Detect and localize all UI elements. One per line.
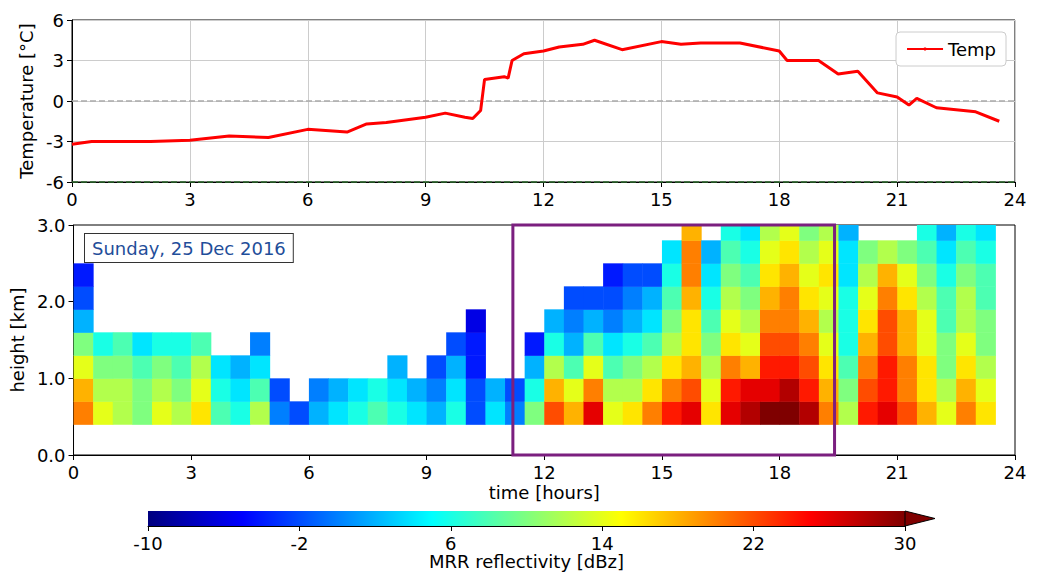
svg-text:21: 21 [886,462,909,483]
svg-text:Sunday, 25 Dec 2016: Sunday, 25 Dec 2016 [92,238,286,259]
svg-text:22: 22 [742,533,765,554]
svg-text:-3: -3 [46,131,64,152]
svg-text:6: 6 [302,189,313,210]
svg-text:2.0: 2.0 [37,291,66,312]
svg-text:0: 0 [68,462,79,483]
svg-text:14: 14 [591,533,614,554]
svg-text:6: 6 [303,462,314,483]
svg-text:9: 9 [420,189,431,210]
svg-text:9: 9 [421,462,432,483]
svg-text:18: 18 [768,189,791,210]
svg-text:15: 15 [650,462,673,483]
svg-text:0.0: 0.0 [37,445,66,466]
svg-text:3.0: 3.0 [37,215,66,236]
svg-text:12: 12 [533,462,556,483]
svg-text:1.0: 1.0 [37,368,66,389]
svg-text:-2: -2 [290,533,308,554]
svg-text:15: 15 [650,189,673,210]
svg-text:24: 24 [1004,189,1027,210]
svg-text:-6: -6 [46,172,64,193]
svg-text:18: 18 [768,462,791,483]
svg-text:6: 6 [53,10,64,31]
svg-text:Temperature [°C]: Temperature [°C] [16,23,37,179]
svg-text:30: 30 [894,533,917,554]
svg-text:3: 3 [185,462,196,483]
svg-text:6: 6 [445,533,456,554]
svg-text:MRR reflectivity [dBz]: MRR reflectivity [dBz] [429,551,624,572]
svg-text:Temp: Temp [947,39,996,60]
svg-text:3: 3 [184,189,195,210]
svg-text:12: 12 [532,189,555,210]
svg-text:-10: -10 [133,533,162,554]
svg-text:0: 0 [66,189,77,210]
svg-text:time [hours]: time [hours] [489,482,600,503]
svg-text:3: 3 [53,50,64,71]
svg-text:height [km]: height [km] [7,287,28,392]
svg-text:24: 24 [1004,462,1027,483]
svg-text:21: 21 [886,189,909,210]
svg-text:0: 0 [53,91,64,112]
